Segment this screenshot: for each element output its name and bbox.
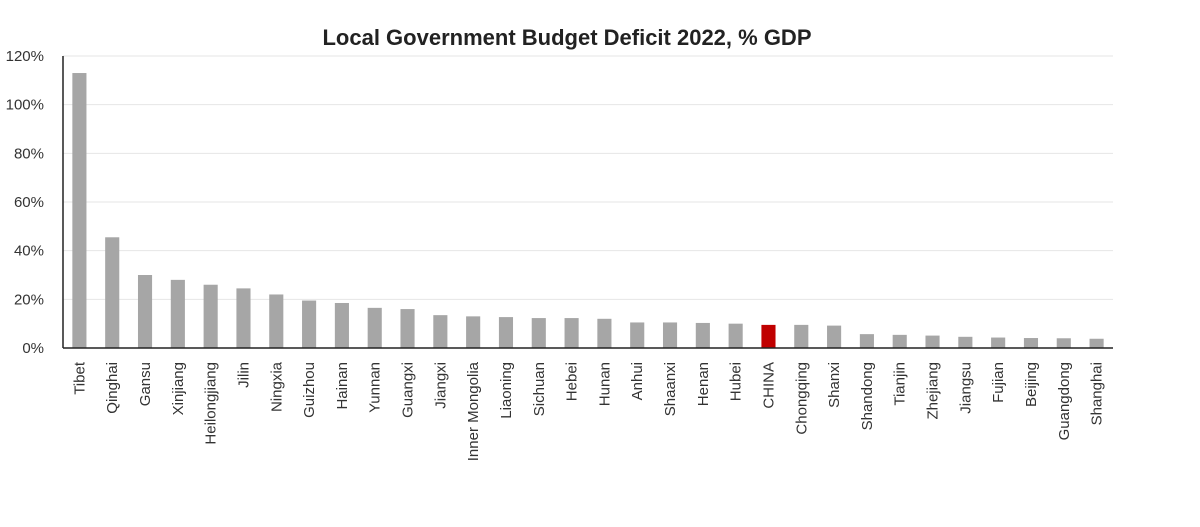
category-label: Guizhou bbox=[301, 362, 318, 418]
bar-jiangsu bbox=[958, 336, 973, 348]
category-label: Heilongjiang bbox=[203, 362, 220, 445]
bar-qinghai bbox=[105, 237, 120, 348]
y-tick-label: 60% bbox=[14, 194, 44, 211]
y-tick-label: 0% bbox=[22, 340, 44, 357]
category-label: Fujian bbox=[990, 362, 1007, 403]
bar-fujian bbox=[991, 337, 1006, 348]
bar-liaoning bbox=[498, 317, 514, 348]
bar-guangdong bbox=[1056, 338, 1071, 348]
bar-beijing bbox=[1023, 338, 1039, 348]
category-label: Ningxia bbox=[268, 361, 285, 412]
y-tick-label: 120% bbox=[6, 48, 44, 65]
bar-shanghai bbox=[1089, 338, 1104, 348]
bar-chongqing bbox=[794, 324, 809, 348]
bar-shanxi bbox=[827, 325, 842, 348]
y-tick-label: 80% bbox=[14, 145, 44, 162]
y-tick-label: 20% bbox=[14, 291, 44, 308]
bar-hebei bbox=[564, 318, 579, 348]
category-label: Beijing bbox=[1023, 362, 1040, 407]
bar-yunnan bbox=[367, 307, 382, 348]
category-labels: Tibet Qinghai Gansu Xinjiang Heilongjiang Jil… bbox=[71, 361, 1105, 461]
bar-heilongjiang bbox=[203, 284, 218, 348]
bar-tibet bbox=[72, 73, 87, 349]
bar-anhui bbox=[630, 322, 645, 348]
category-label: Anhui bbox=[629, 362, 646, 400]
category-label: Qinghai bbox=[104, 362, 121, 414]
bar-hainan bbox=[334, 302, 349, 348]
category-label: Hunan bbox=[596, 362, 613, 406]
category-label: Hebei bbox=[564, 362, 581, 401]
category-label: Gansu bbox=[137, 362, 154, 406]
category-label: Liaoning bbox=[498, 362, 515, 419]
category-label: Henan bbox=[695, 362, 712, 406]
category-label: Jiangxi bbox=[432, 362, 449, 409]
bar-jilin bbox=[236, 288, 251, 348]
bar-tianjin bbox=[892, 334, 907, 348]
bar-zhejiang bbox=[925, 335, 940, 348]
bar-gansu bbox=[137, 275, 153, 348]
bar-hubei bbox=[728, 323, 743, 348]
bars bbox=[72, 73, 1104, 349]
chart-title: Local Government Budget Deficit 2022, % … bbox=[322, 25, 811, 50]
category-label: Guangdong bbox=[1056, 362, 1073, 440]
bar-hunan bbox=[597, 318, 612, 348]
category-label: Xinjiang bbox=[170, 362, 187, 415]
y-tick-label: 40% bbox=[14, 243, 44, 260]
bar-china bbox=[761, 324, 776, 348]
category-label: Tianjin bbox=[892, 362, 909, 406]
category-label: Hainan bbox=[334, 362, 351, 410]
category-label: Shanghai bbox=[1089, 362, 1106, 425]
bar-inner-mongolia bbox=[466, 316, 481, 348]
bar-shaanxi bbox=[662, 322, 678, 348]
category-label: Sichuan bbox=[531, 362, 548, 416]
category-label: Inner Mongolia bbox=[465, 361, 482, 461]
category-label: CHINA bbox=[760, 362, 777, 409]
bar-xinjiang bbox=[170, 279, 185, 348]
category-label: Shandong bbox=[859, 362, 876, 430]
bar-guizhou bbox=[302, 300, 317, 348]
bar-ningxia bbox=[269, 294, 284, 348]
category-label: Tibet bbox=[71, 361, 88, 395]
bar-henan bbox=[695, 322, 710, 348]
category-label: Jiangsu bbox=[957, 362, 974, 414]
category-label: Yunnan bbox=[367, 362, 384, 413]
category-label: Zhejiang bbox=[925, 362, 942, 420]
category-label: Shanxi bbox=[826, 362, 843, 408]
bar-sichuan bbox=[531, 318, 546, 348]
category-label: Guangxi bbox=[400, 362, 417, 418]
y-tick-label: 100% bbox=[6, 97, 44, 114]
bar-shandong bbox=[859, 334, 874, 348]
bar-jiangxi bbox=[433, 315, 448, 348]
gridlines bbox=[63, 55, 1113, 300]
category-label: Shaanxi bbox=[662, 362, 679, 416]
category-label: Hubei bbox=[728, 362, 745, 401]
category-label: Chongqing bbox=[793, 362, 810, 435]
category-label: Jilin bbox=[235, 362, 252, 388]
bar-guangxi bbox=[400, 309, 415, 348]
y-axis-ticks: 0% 20% 40% 60% 80% 100% 120% bbox=[6, 48, 44, 357]
